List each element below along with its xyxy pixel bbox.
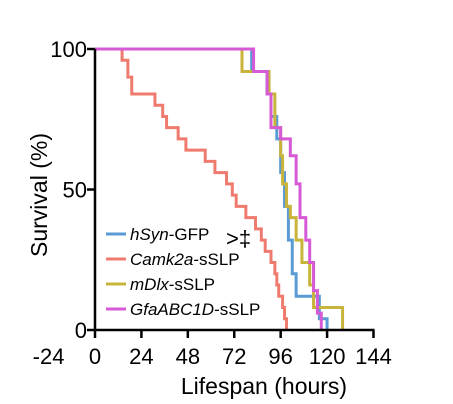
- series-layer: [95, 47, 345, 330]
- legend-label-mdlx: mDlx-sSLP: [130, 275, 215, 294]
- legend-label-camk2a: Camk2a-sSLP: [130, 250, 240, 269]
- series-line-gfaabc1d: [95, 47, 323, 330]
- x-axis-title: Lifespan (hours): [181, 373, 347, 399]
- x-tick-label: 0: [89, 344, 101, 369]
- legend-label-gfaabc1d: GfaABC1D-sSLP: [130, 300, 260, 319]
- y-tick-label: 50: [63, 178, 87, 203]
- x-tick-label: 144: [355, 344, 392, 369]
- significance-annotation: >‡: [226, 226, 251, 251]
- x-tick-label: -24: [33, 344, 65, 369]
- x-tick-label: 96: [268, 344, 292, 369]
- series-line-camk2a: [95, 47, 288, 330]
- x-tick-label: 120: [309, 344, 346, 369]
- y-tick-label: 0: [75, 318, 87, 343]
- legend: hSyn-GFP Camk2a-sSLP mDlx-sSLP GfaABC1D-sSL…: [106, 225, 260, 319]
- legend-label-hsyn: hSyn-GFP: [130, 225, 209, 244]
- x-tick-label: 72: [222, 344, 246, 369]
- y-tick-label: 100: [50, 37, 87, 62]
- x-tick-label: 24: [129, 344, 153, 369]
- x-tick-label: 48: [176, 344, 200, 369]
- axes: -24 0 24 48 72 96 120 144 0 50 100: [33, 37, 392, 369]
- y-axis-title: Survival (%): [26, 133, 52, 257]
